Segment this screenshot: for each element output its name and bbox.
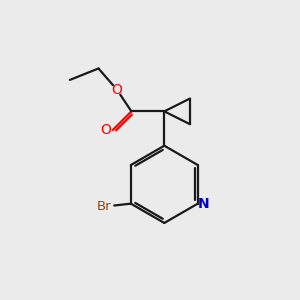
- Text: Br: Br: [96, 200, 111, 213]
- Text: N: N: [198, 196, 210, 211]
- Text: O: O: [100, 123, 111, 137]
- Text: O: O: [112, 83, 122, 97]
